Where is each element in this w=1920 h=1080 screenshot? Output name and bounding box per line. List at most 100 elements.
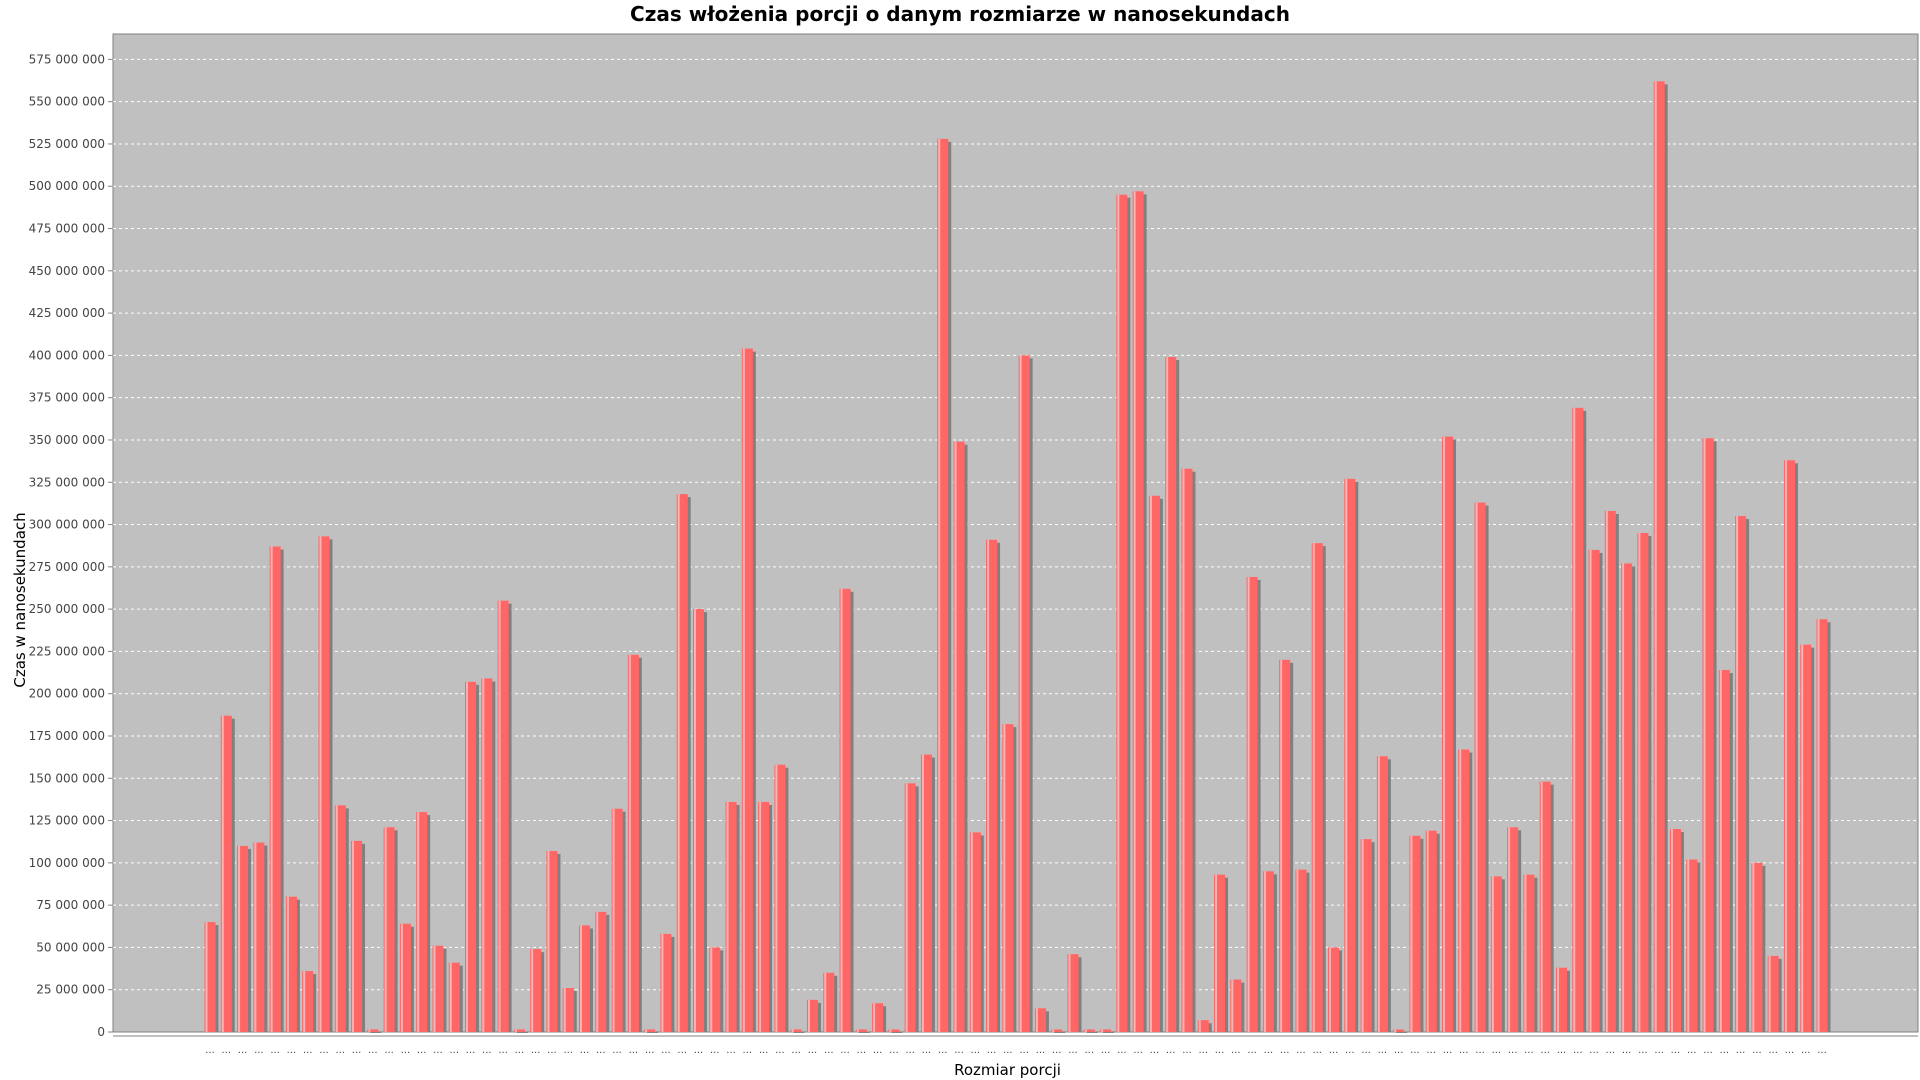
x-tick-label: ... xyxy=(401,1045,411,1056)
x-tick-label: ... xyxy=(1540,1045,1550,1056)
y-tick-label: 400 000 000 xyxy=(29,348,105,362)
bar xyxy=(416,812,428,1032)
bar-highlight xyxy=(1801,644,1804,1032)
bar xyxy=(269,546,281,1032)
x-tick-label: ... xyxy=(694,1045,704,1056)
bar xyxy=(302,971,314,1032)
bar xyxy=(1702,438,1714,1033)
bar-highlight xyxy=(1410,835,1413,1032)
bar xyxy=(1767,955,1779,1032)
x-tick-label: ... xyxy=(1280,1045,1290,1056)
bar-highlight xyxy=(856,1029,859,1032)
x-tick-label: ... xyxy=(905,1045,915,1056)
bar xyxy=(1083,1029,1095,1032)
x-tick-labels: ........................................… xyxy=(205,1045,1827,1056)
bar-highlight xyxy=(938,138,941,1032)
x-tick-label: ... xyxy=(1752,1045,1762,1056)
bar xyxy=(595,911,607,1032)
bar-highlight xyxy=(645,1029,648,1032)
bar xyxy=(986,539,998,1032)
x-tick-label: ... xyxy=(368,1045,378,1056)
x-tick-label: ... xyxy=(1264,1045,1274,1056)
bar-highlight xyxy=(1524,874,1527,1032)
bar-highlight xyxy=(596,911,599,1032)
x-tick-label: ... xyxy=(466,1045,476,1056)
bar-highlight xyxy=(1736,516,1739,1032)
bar-highlight xyxy=(1101,1029,1104,1032)
bar xyxy=(465,681,477,1032)
y-tick-label: 75 000 000 xyxy=(36,898,105,912)
bar xyxy=(1279,659,1291,1032)
x-tick-label: ... xyxy=(1443,1045,1453,1056)
x-tick-label: ... xyxy=(710,1045,720,1056)
bar xyxy=(497,600,509,1032)
x-tick-label: ... xyxy=(1492,1045,1502,1056)
bar xyxy=(1653,81,1665,1032)
bar-highlight xyxy=(286,896,289,1032)
bar xyxy=(399,923,411,1032)
x-tick-label: ... xyxy=(1361,1045,1371,1056)
bar xyxy=(1718,670,1730,1032)
bar-highlight xyxy=(1654,81,1657,1032)
x-tick-label: ... xyxy=(1654,1045,1664,1056)
bar-highlight xyxy=(205,922,208,1032)
x-tick-label: ... xyxy=(1394,1045,1404,1056)
bar xyxy=(1604,511,1616,1033)
bar-highlight xyxy=(1540,781,1543,1032)
bar-highlight xyxy=(1117,194,1120,1032)
y-tick-label: 225 000 000 xyxy=(29,644,105,658)
bar-highlight xyxy=(1687,859,1690,1032)
bar-highlight xyxy=(547,851,550,1032)
bar xyxy=(253,842,265,1032)
x-tick-label: ... xyxy=(612,1045,622,1056)
bar-shadow xyxy=(891,1032,903,1033)
x-tick-label: ... xyxy=(840,1045,850,1056)
bar-highlight xyxy=(1622,563,1625,1032)
bar xyxy=(1539,781,1551,1032)
y-tick-label: 100 000 000 xyxy=(29,856,105,870)
bar-highlight xyxy=(824,972,827,1032)
y-tick-label: 125 000 000 xyxy=(29,814,105,828)
bar-highlight xyxy=(1296,869,1299,1032)
x-tick-label: ... xyxy=(726,1045,736,1056)
bar-highlight xyxy=(1231,979,1234,1032)
x-tick-label: ... xyxy=(319,1045,329,1056)
bar-highlight xyxy=(921,754,924,1032)
bar xyxy=(1555,967,1567,1032)
x-tick-label: ... xyxy=(222,1045,232,1056)
x-tick-label: ... xyxy=(1084,1045,1094,1056)
bar-highlight xyxy=(1768,955,1771,1032)
x-tick-label: ... xyxy=(971,1045,981,1056)
bar-highlight xyxy=(873,1003,876,1032)
x-tick-label: ... xyxy=(1182,1045,1192,1056)
bar-highlight xyxy=(1589,549,1592,1032)
bar-highlight xyxy=(889,1029,892,1032)
bar-highlight xyxy=(1719,670,1722,1032)
bar xyxy=(920,754,932,1032)
bar xyxy=(432,945,444,1032)
bar-highlight xyxy=(1475,502,1478,1032)
x-tick-label: ... xyxy=(791,1045,801,1056)
y-tick-label: 375 000 000 xyxy=(29,391,105,405)
bar-highlight xyxy=(628,654,631,1032)
bar-shadow xyxy=(1396,1032,1408,1033)
bar-highlight xyxy=(1280,659,1283,1032)
y-tick-label: 150 000 000 xyxy=(29,771,105,785)
bar xyxy=(1621,563,1633,1032)
bar-highlight xyxy=(1703,438,1706,1033)
bar xyxy=(351,840,363,1032)
bar xyxy=(611,808,623,1032)
bar-highlight xyxy=(1084,1029,1087,1032)
bar xyxy=(904,783,916,1032)
bar-highlight xyxy=(1182,468,1185,1032)
x-tick-label: ... xyxy=(1198,1045,1208,1056)
bar-highlight xyxy=(840,588,843,1032)
x-tick-label: ... xyxy=(205,1045,215,1056)
bar xyxy=(1246,576,1258,1032)
bar xyxy=(204,922,216,1032)
x-tick-label: ... xyxy=(987,1045,997,1056)
x-tick-label: ... xyxy=(645,1045,655,1056)
bar-highlight xyxy=(612,808,615,1032)
bar-shadow xyxy=(370,1032,382,1033)
bar xyxy=(969,832,981,1032)
